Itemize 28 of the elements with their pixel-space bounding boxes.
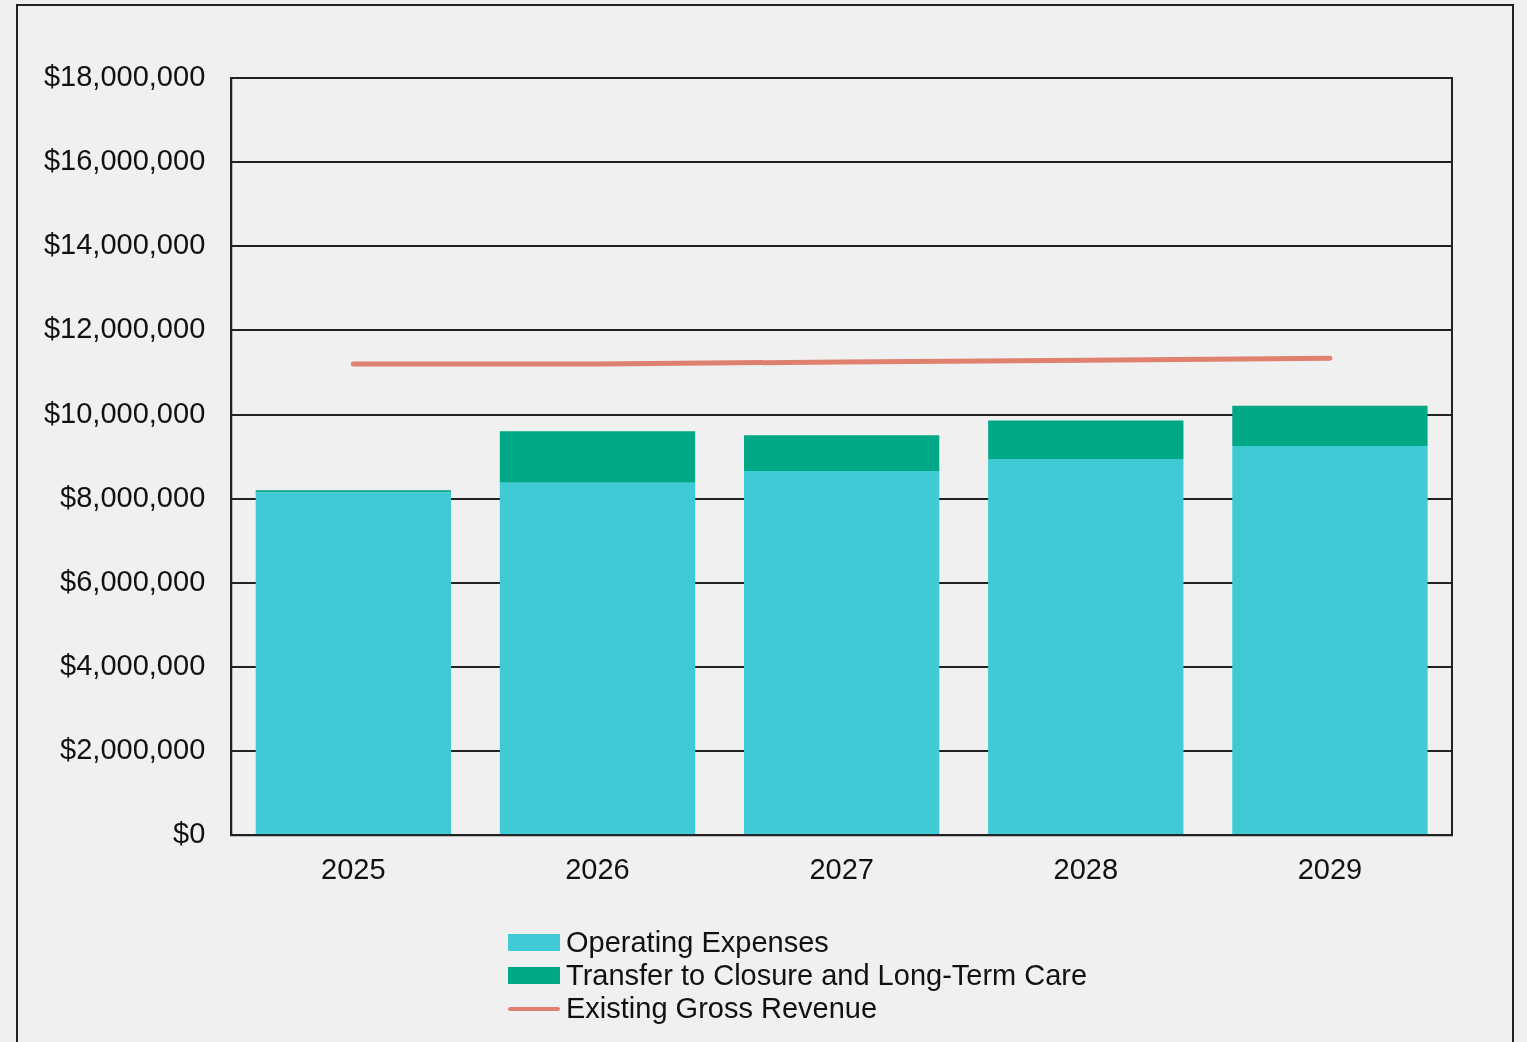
y-tick-label: $10,000,000 — [43, 396, 206, 429]
x-tick-label: 2029 — [1297, 852, 1363, 885]
y-tick-label: $18,000,000 — [43, 60, 206, 92]
y-tick-label: $2,000,000 — [60, 733, 206, 766]
x-tick-label: 2028 — [1053, 852, 1119, 885]
bar — [743, 470, 940, 835]
y-tick-label: $4,000,000 — [60, 648, 206, 681]
y-tick-label: $6,000,000 — [60, 564, 206, 597]
y-tick-label: $0 — [173, 817, 206, 850]
bar — [255, 492, 451, 835]
bar — [743, 435, 940, 471]
x-tick-label: 2025 — [321, 852, 386, 885]
legend-label: Operating Expenses — [566, 926, 829, 959]
bar — [255, 490, 451, 493]
x-tick-label: 2026 — [565, 852, 630, 885]
bar — [499, 431, 696, 483]
legend-label: Existing Gross Revenue — [566, 992, 878, 1025]
x-tick-label: 2027 — [809, 852, 874, 885]
y-tick-label: $14,000,000 — [43, 228, 206, 261]
bar — [1232, 446, 1428, 835]
y-tick-label: $12,000,000 — [43, 312, 206, 345]
bar — [988, 459, 1184, 835]
bar — [988, 420, 1184, 460]
y-tick-label: $8,000,000 — [60, 480, 206, 513]
legend-label: Transfer to Closure and Long-Term Care — [566, 959, 1088, 992]
bar — [1232, 405, 1428, 447]
bar — [499, 482, 696, 835]
y-tick-label: $16,000,000 — [43, 144, 206, 177]
